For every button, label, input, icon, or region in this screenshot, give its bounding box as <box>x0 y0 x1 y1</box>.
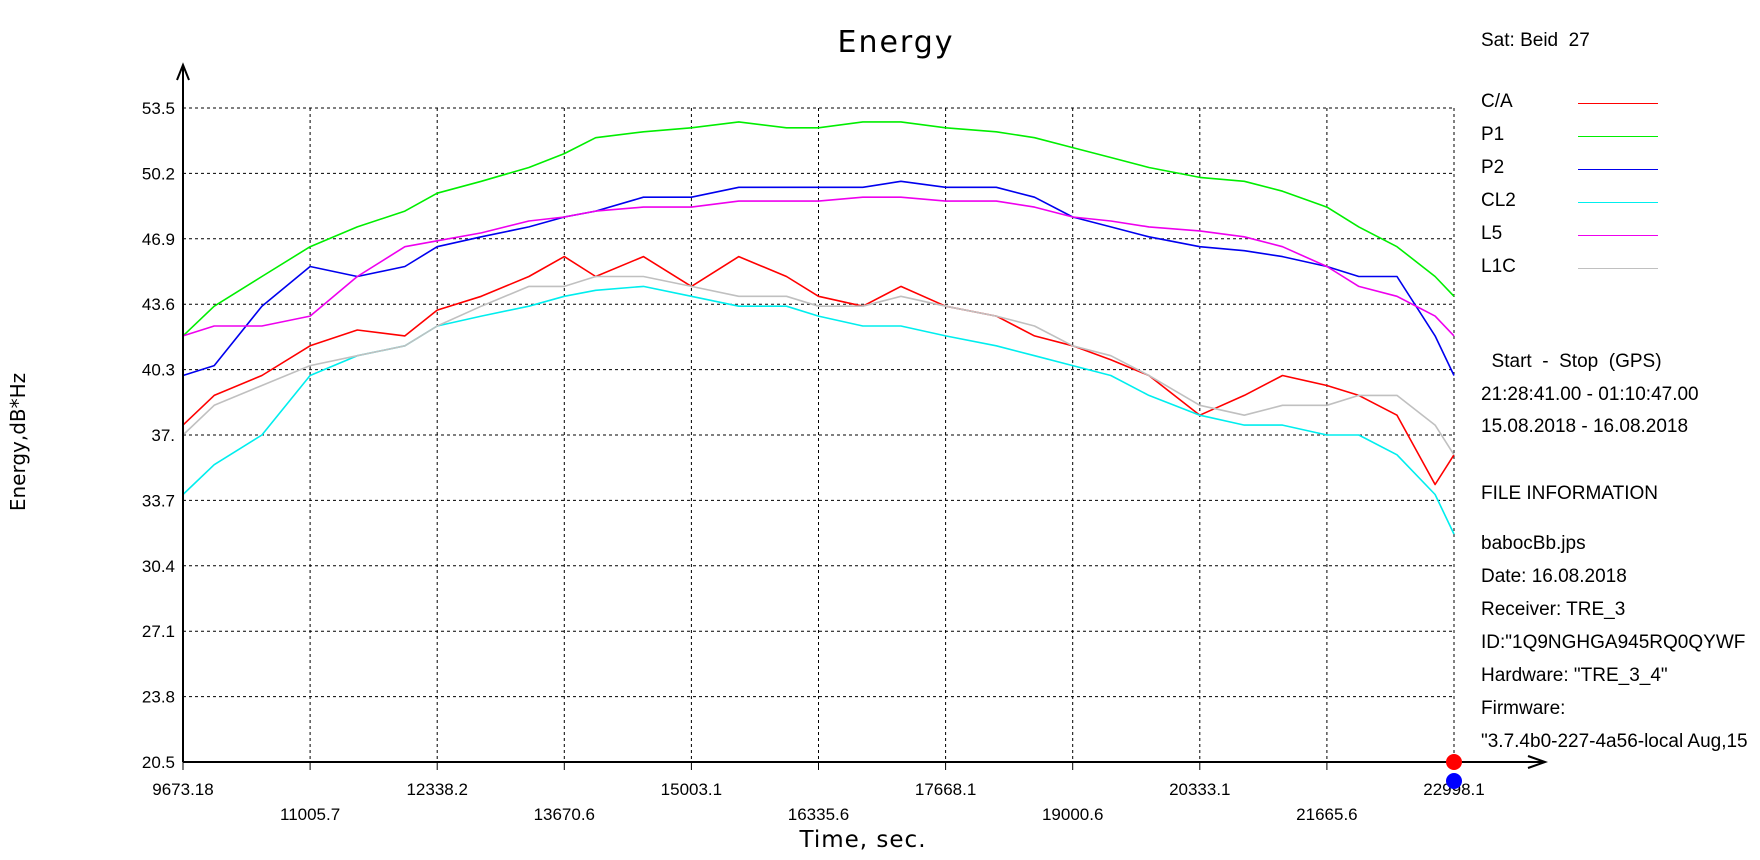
y-tick-label: 23.8 <box>142 688 175 707</box>
legend-label: P1 <box>1481 124 1505 145</box>
legend-swatch <box>1578 235 1658 236</box>
y-tick-label: 30.4 <box>142 557 175 576</box>
legend-swatch <box>1578 268 1658 269</box>
series-line-l5 <box>182 196 1455 337</box>
x-axis-label: Time, sec. <box>799 827 927 853</box>
y-tick-label: 33.7 <box>142 491 175 510</box>
file-date: Date: 16.08.2018 <box>1481 566 1627 587</box>
x-tick-label: 13670.6 <box>534 805 595 824</box>
series-line-l1c <box>182 275 1455 456</box>
end-marker-blue <box>1446 773 1462 789</box>
legend-label: P2 <box>1481 157 1505 178</box>
y-tick-label: 40.3 <box>142 361 175 380</box>
chart-title: Energy <box>837 25 954 60</box>
period-time: 21:28:41.00 - 01:10:47.00 <box>1481 384 1699 405</box>
x-tick-label: 21665.6 <box>1296 805 1357 824</box>
y-tick-label: 53.5 <box>142 99 175 118</box>
legend-label: C/A <box>1481 91 1513 112</box>
x-tick-label: 12338.2 <box>406 780 467 799</box>
series-line-p1 <box>182 121 1455 337</box>
x-tick-label: 19000.6 <box>1042 805 1103 824</box>
legend-item: L1C <box>1481 256 1661 280</box>
y-tick-label: 20.5 <box>142 753 175 772</box>
y-axis-arrow <box>176 62 190 81</box>
legend-label: L5 <box>1481 223 1503 244</box>
legend-item: P2 <box>1481 157 1661 181</box>
legend-swatch <box>1578 136 1658 137</box>
period-date: 15.08.2018 - 16.08.2018 <box>1481 416 1689 437</box>
series-line-p2 <box>182 180 1455 377</box>
x-tick-label: 15003.1 <box>661 780 722 799</box>
legend-swatch <box>1578 103 1658 104</box>
receiver-id: ID:"1Q9NGHGA945RQ0QYWF <box>1481 632 1746 653</box>
axes <box>176 62 1549 770</box>
legend-item: L5 <box>1481 223 1661 247</box>
x-tick-label: 16335.6 <box>788 805 849 824</box>
y-tick-label: 50.2 <box>142 164 175 183</box>
hardware: Hardware: "TRE_3_4" <box>1481 665 1668 686</box>
x-tick-label: 9673.18 <box>152 780 213 799</box>
series-line-ca <box>182 255 1455 486</box>
legend-label: L1C <box>1481 256 1516 277</box>
legend-item: CL2 <box>1481 190 1661 214</box>
y-tick-label: 43.6 <box>142 295 175 314</box>
legend-label: CL2 <box>1481 190 1516 211</box>
x-tick-label: 20333.1 <box>1169 780 1230 799</box>
x-tick-label: 22998.1 <box>1423 780 1484 799</box>
legend-item: C/A <box>1481 91 1661 115</box>
x-axis-arrow <box>1527 755 1549 769</box>
y-tick-label: 27.1 <box>142 622 175 641</box>
file-name: babocBb.jps <box>1481 533 1586 554</box>
legend-swatch <box>1578 202 1658 203</box>
tick-labels: 53.5 50.2 46.9 43.6 40.3 37. 33.7 30.4 27.1 23.8 2… <box>142 99 1485 824</box>
y-tick-label: 37. <box>151 426 175 445</box>
satellite-label: Sat: Beid 27 <box>1481 30 1590 51</box>
x-tick-label: 11005.7 <box>280 805 340 824</box>
y-axis-label: Energy,dB*Hz <box>6 373 30 511</box>
series-lines <box>182 121 1455 535</box>
grid <box>183 107 1455 762</box>
end-marker-red <box>1446 754 1462 770</box>
firmware-label: Firmware: <box>1481 698 1566 719</box>
period-title: Start - Stop (GPS) <box>1481 351 1662 372</box>
legend-swatch <box>1578 169 1658 170</box>
firmware-value: "3.7.4b0-227-4a56-local Aug,15 <box>1481 731 1748 752</box>
file-info-title: FILE INFORMATION <box>1481 483 1658 504</box>
y-tick-label: 46.9 <box>142 230 175 249</box>
legend-item: P1 <box>1481 124 1661 148</box>
x-tick-label: 17668.1 <box>915 780 976 799</box>
receiver: Receiver: TRE_3 <box>1481 599 1626 620</box>
